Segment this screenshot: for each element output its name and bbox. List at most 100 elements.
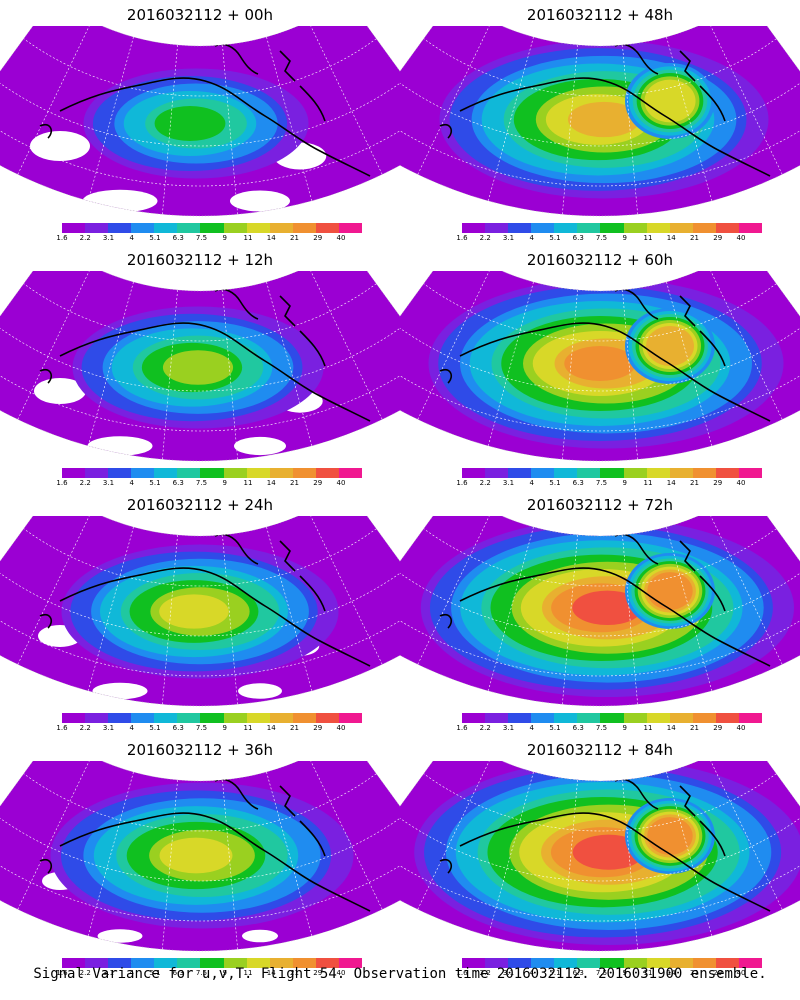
colorbar-segment — [338, 223, 363, 233]
colorbar-tick-label: 14 — [266, 724, 276, 732]
colorbar-tick-label: 2.2 — [79, 724, 91, 732]
colorbar-segment — [62, 958, 86, 968]
low-variance-region — [242, 929, 278, 943]
colorbar-tick-label: 9 — [222, 969, 227, 977]
colorbar-segment — [315, 468, 339, 478]
parallel-line — [400, 356, 800, 432]
colorbar-segment — [554, 713, 578, 723]
map-outline — [0, 271, 400, 462]
colorbar-segment — [600, 468, 624, 478]
colorbar-segment — [200, 958, 224, 968]
map-outline — [400, 26, 800, 217]
meridian-line — [162, 779, 178, 950]
colorbar-tick-label: 9 — [222, 724, 227, 732]
colorbar-tick-label: 29 — [713, 724, 723, 732]
meridian-line — [308, 516, 383, 665]
colorbar-tick-label: 5.1 — [149, 234, 161, 242]
meridian-line — [708, 26, 783, 175]
map-panel-36h: 2016032112 + 36h 1.6 2.2 3.1 4 5.1 6.3 7.5 9 11 14… — [0, 735, 400, 980]
colorbar-segment — [600, 958, 624, 968]
colorbar-segment — [508, 958, 532, 968]
parallel-line — [23, 528, 377, 587]
parallel-line — [23, 283, 377, 342]
variance-map — [400, 516, 800, 707]
colorbar-tick-label: 4 — [129, 479, 134, 487]
colorbar-segment — [131, 713, 155, 723]
colorbar-segment — [177, 958, 201, 968]
colorbar-segment — [531, 468, 555, 478]
colorbar-tick-label: 9 — [622, 969, 627, 977]
colorbar-segment — [715, 223, 739, 233]
parallel-line — [0, 78, 400, 147]
colorbar-segment — [577, 958, 601, 968]
colorbar-segment — [85, 958, 109, 968]
colorbar-segment — [485, 713, 509, 723]
colorbar — [62, 713, 363, 723]
variance-contour — [162, 350, 234, 385]
colorbar-tick-label: 1.6 — [456, 234, 468, 242]
parallel-line — [400, 813, 800, 882]
colorbar-tick-label: 29 — [713, 234, 723, 242]
parallel-line — [0, 323, 400, 392]
colorbar-segment — [669, 468, 693, 478]
colorbar-segment — [200, 223, 224, 233]
colorbar-segment — [246, 713, 270, 723]
colorbar-labels: 1.6 2.2 3.1 4 5.1 6.3 7.5 9 11 14 21 29 40 — [456, 479, 762, 489]
colorbar-tick-label: 29 — [313, 724, 323, 732]
colorbar-tick-label: 4 — [129, 724, 134, 732]
colorbar-tick-label: 29 — [713, 969, 723, 977]
colorbar-tick-label: 7.5 — [195, 969, 208, 977]
map-panel-48h: 2016032112 + 48h 1.6 2.2 3.1 4 5.1 6.3 7.5 9 11 14… — [400, 0, 800, 245]
colorbar-segment — [315, 223, 339, 233]
variance-contour — [159, 837, 233, 874]
map-outline — [0, 761, 400, 952]
meridian-line — [87, 526, 134, 691]
colorbar-segment — [246, 468, 270, 478]
meridian-line — [308, 271, 383, 420]
colorbar-tick-label: 11 — [643, 479, 653, 487]
meridian-line — [666, 771, 713, 936]
meridian-line — [562, 779, 578, 950]
colorbar-tick-label: 1.6 — [56, 969, 68, 977]
variance-map — [0, 271, 400, 462]
colorbar-tick-label: 5.1 — [549, 724, 561, 732]
colorbar-segment — [462, 958, 486, 968]
colorbar-tick-label: 14 — [666, 969, 676, 977]
colorbar-segment — [554, 468, 578, 478]
coastline — [439, 533, 771, 667]
colorbar-tick-label: 2.2 — [79, 479, 91, 487]
colorbar-segment — [131, 958, 155, 968]
colorbar-tick-label: 6.3 — [172, 479, 184, 487]
colorbar-segment — [246, 958, 270, 968]
colorbar — [462, 958, 763, 968]
colorbar-labels: 1.6 2.2 3.1 4 5.1 6.3 7.5 9 11 14 21 29 40 — [456, 724, 762, 734]
meridian-line — [708, 271, 783, 420]
colorbar-segment — [508, 223, 532, 233]
meridian-line — [417, 271, 492, 420]
colorbar-tick-label: 7.5 — [595, 969, 608, 977]
map-panel-84h: 2016032112 + 84h 1.6 2.2 3.1 4 5.1 6.3 7.5 9 11 14… — [400, 735, 800, 980]
meridian-line — [266, 526, 313, 691]
colorbar-segment — [623, 958, 647, 968]
panel-title: 2016032112 + 24h — [126, 496, 274, 514]
colorbar-tick-label: 4 — [529, 234, 534, 242]
meridian-line — [162, 44, 178, 215]
colorbar-segment — [738, 223, 763, 233]
colorbar-segment — [85, 223, 109, 233]
colorbar-segment — [531, 713, 555, 723]
colorbar-segment — [177, 223, 201, 233]
colorbar-segment — [62, 713, 86, 723]
colorbar-tick-label: 40 — [736, 479, 746, 487]
colorbar-segment — [738, 468, 763, 478]
variance-map — [0, 761, 400, 952]
colorbar-segment — [531, 958, 555, 968]
panel-title: 2016032112 + 72h — [526, 496, 674, 514]
colorbar-tick-label: 21 — [690, 969, 699, 977]
colorbar-tick-label: 5.1 — [149, 724, 161, 732]
colorbar-segment — [646, 958, 670, 968]
colorbar-segment — [154, 223, 178, 233]
colorbar-segment — [338, 713, 363, 723]
colorbar-segment — [108, 958, 132, 968]
colorbar-tick-label: 14 — [266, 234, 276, 242]
panel-title: 2016032112 + 36h — [126, 741, 274, 759]
